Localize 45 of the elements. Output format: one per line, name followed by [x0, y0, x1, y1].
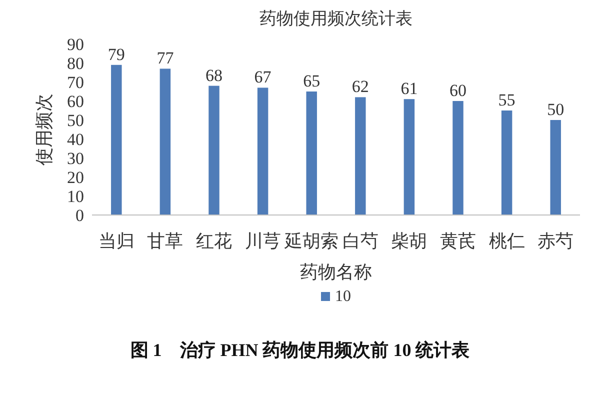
y-tick-label: 70: [67, 73, 84, 92]
chart-title: 药物使用频次统计表: [260, 9, 412, 28]
caption: 图 1 治疗 PHN 药物使用频次前 10 统计表: [130, 340, 470, 360]
y-tick-label: 50: [67, 111, 84, 130]
data-label: 68: [206, 66, 222, 85]
data-label: 61: [400, 79, 418, 98]
x-tick-label: 甘草: [147, 231, 184, 251]
y-tick-label: 40: [67, 130, 84, 149]
x-tick-label: 当归: [98, 231, 134, 251]
data-label: 55: [498, 90, 516, 110]
data-label: 65: [303, 72, 320, 90]
bar: [111, 64, 122, 215]
x-tick-label: 白芍: [342, 231, 378, 251]
bar: [355, 97, 366, 215]
data-label: 67: [254, 68, 272, 87]
y-tick-label: 60: [67, 92, 84, 111]
data-label: 79: [108, 44, 125, 64]
data-label: 60: [450, 81, 466, 100]
y-tick-label: 20: [67, 168, 84, 187]
y-tick-label: 30: [67, 149, 84, 168]
y-axis-title: 使用频次: [34, 94, 54, 166]
x-tick-label: 桃仁: [488, 231, 525, 251]
legend-label: 10: [335, 288, 351, 305]
x-tick-label: 柴胡: [391, 231, 428, 251]
x-tick-label: 川芎: [244, 231, 281, 251]
y-tick-label: 0: [76, 206, 84, 225]
bar: [452, 101, 464, 215]
bar: [208, 86, 220, 215]
bar: [160, 68, 171, 215]
y-tick-label: 10: [67, 187, 84, 206]
y-tick-label: 80: [67, 54, 84, 73]
data-label: 50: [547, 100, 564, 119]
bar: [501, 110, 512, 215]
x-tick-label: 黄芪: [440, 231, 476, 251]
x-axis-title: 药物名称: [300, 262, 372, 282]
x-tick-label: 红花: [196, 231, 232, 251]
x-tick-label: 赤芍: [538, 231, 574, 251]
bar: [257, 88, 268, 215]
x-tick-label: 延胡索: [284, 231, 339, 251]
y-tick-label: 90: [67, 35, 84, 54]
data-label: 62: [352, 77, 369, 96]
bar: [306, 92, 317, 215]
data-label: 77: [156, 48, 174, 68]
bar: [404, 99, 415, 215]
bar: [550, 120, 561, 215]
